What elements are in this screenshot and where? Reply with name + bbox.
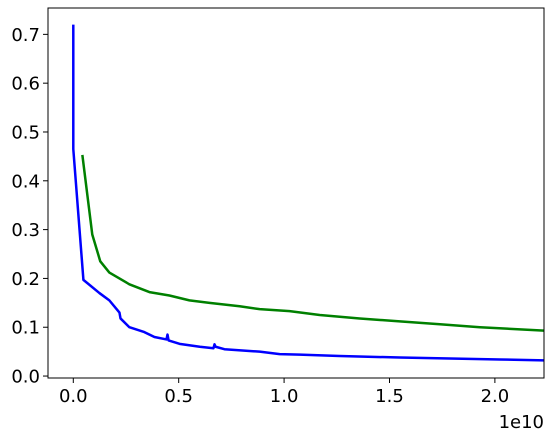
x-offset-label: 1e10 <box>499 412 544 433</box>
x-tick-label: 1.5 <box>375 386 404 407</box>
plot-frame <box>47 7 545 379</box>
x-tick-label: 0.5 <box>164 386 193 407</box>
y-tick-label: 0.1 <box>11 318 40 339</box>
x-tick-label: 1.0 <box>270 386 299 407</box>
y-tick-label: 0.6 <box>11 74 40 95</box>
line-series <box>81 154 544 332</box>
y-tick-label: 0.4 <box>11 171 40 192</box>
y-tick-label: 0.7 <box>11 25 40 46</box>
y-tick-label: 0.2 <box>11 269 40 290</box>
x-tick-label: 0.0 <box>59 386 88 407</box>
line-series <box>72 24 544 362</box>
y-tick-label: 0.3 <box>11 220 40 241</box>
y-tick-label: 0.5 <box>11 122 40 143</box>
y-tick-label: 0.0 <box>11 367 40 388</box>
x-tick-label: 2.0 <box>481 386 510 407</box>
